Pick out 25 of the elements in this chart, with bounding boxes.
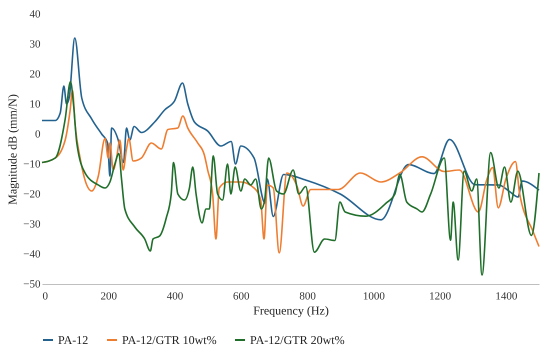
legend-label: PA-12/GTR 10wt% — [122, 333, 217, 347]
x-tick-label: 200 — [100, 290, 118, 302]
y-axis-title: Magnitude dB (mm/N) — [5, 94, 20, 205]
y-tick-label: 20 — [30, 68, 41, 80]
legend-label: PA-12 — [58, 333, 88, 347]
x-tick-label: 400 — [166, 290, 184, 302]
line-series — [41, 80, 540, 276]
line-series — [41, 37, 540, 221]
y-tick-label: 10 — [30, 98, 41, 110]
x-tick-label: 1200 — [429, 290, 452, 302]
x-tick-label: 1000 — [362, 290, 386, 302]
x-tick-label: 1400 — [495, 290, 518, 302]
legend-label: PA-12/GTR 20wt% — [250, 333, 345, 347]
y-tick-label: −10 — [23, 158, 41, 170]
x-tick-label: 800 — [299, 290, 316, 302]
y-tick-label: 0 — [35, 128, 41, 140]
x-axis-title: Frequency (Hz) — [253, 304, 329, 318]
y-tick-label: −20 — [23, 188, 41, 200]
y-tick-label: 40 — [30, 8, 41, 20]
y-tick-label: −30 — [23, 218, 41, 230]
x-tick-label: 600 — [233, 290, 250, 302]
x-tick-label: 0 — [42, 290, 48, 302]
y-tick-label: −40 — [23, 248, 41, 260]
y-tick-label: −50 — [23, 278, 41, 290]
y-tick-label: 30 — [30, 38, 41, 50]
